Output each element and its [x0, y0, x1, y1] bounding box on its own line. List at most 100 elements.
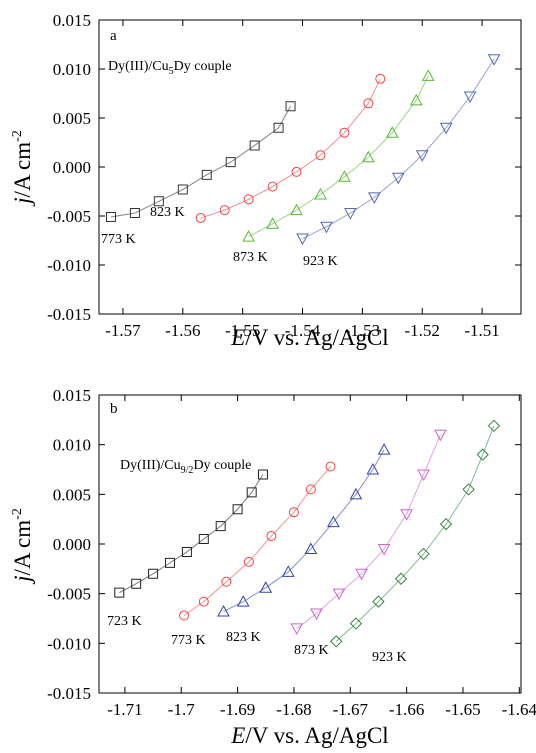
y-tick-label: 0.015	[53, 386, 91, 405]
point	[385, 126, 399, 138]
x-tick-label: -1.64	[502, 700, 536, 719]
point	[131, 578, 142, 589]
point	[243, 194, 254, 205]
point	[368, 192, 381, 204]
x-tick-label: -1.65	[445, 700, 480, 719]
point	[219, 205, 230, 216]
point	[153, 196, 164, 207]
point	[339, 127, 350, 138]
series-line	[110, 105, 291, 218]
x-label-text: /V vs. Ag/AgCl	[245, 723, 388, 748]
y-tick-label: 0.000	[53, 158, 91, 177]
y-tick-label: 0.010	[53, 436, 91, 455]
point	[329, 635, 343, 648]
point	[236, 595, 250, 607]
point	[198, 534, 209, 545]
point	[129, 208, 140, 219]
point	[462, 483, 475, 496]
point	[310, 608, 323, 621]
point	[366, 462, 380, 475]
point	[221, 576, 232, 587]
y-tick-label: -0.015	[47, 684, 91, 703]
point	[225, 157, 236, 168]
series-label: 823 K	[226, 630, 261, 645]
series-line	[119, 474, 264, 594]
point	[409, 93, 423, 106]
point	[232, 504, 243, 515]
x-label-var: E	[230, 723, 245, 748]
point	[315, 150, 326, 161]
y-label-text: /A cm	[10, 520, 35, 576]
subtitle-part: Dy couple	[193, 458, 251, 473]
point	[325, 461, 336, 472]
x-tick-label: -1.52	[405, 321, 440, 340]
point	[338, 170, 351, 182]
series-label: 823 K	[150, 205, 185, 220]
y-tick-label: 0.000	[53, 535, 91, 554]
point	[332, 588, 346, 601]
point	[349, 617, 363, 630]
series-line	[200, 78, 381, 219]
series-label: 873 K	[294, 643, 329, 658]
point	[434, 429, 447, 442]
x-tick-label: -1.68	[276, 700, 311, 719]
point	[320, 221, 333, 234]
x-label-var: E	[230, 325, 245, 350]
point	[195, 212, 206, 223]
series-label: 773 K	[101, 232, 136, 247]
point	[372, 595, 385, 608]
series-label: 723 K	[107, 614, 142, 629]
point	[243, 556, 254, 567]
x-tick-label: -1.7	[168, 700, 195, 719]
point	[164, 557, 175, 568]
point	[400, 509, 413, 521]
point	[105, 211, 116, 222]
point	[344, 208, 357, 220]
series-line	[302, 58, 495, 239]
point	[267, 181, 278, 192]
point	[487, 54, 501, 66]
point	[288, 507, 299, 518]
point	[439, 517, 453, 531]
point	[417, 469, 430, 482]
point	[217, 605, 230, 617]
subtitle: Dy(III)/Cu9/2Dy couple	[120, 458, 251, 476]
x-tick-label: -1.55	[225, 321, 260, 340]
point	[305, 484, 316, 495]
point	[487, 419, 501, 433]
point	[259, 581, 273, 593]
point	[463, 91, 477, 103]
subtitle-part: Dy(III)/Cu	[108, 59, 169, 74]
subtitle: Dy(III)/Cu5Dy couple	[108, 59, 232, 77]
point	[181, 546, 192, 557]
point	[249, 140, 260, 151]
point	[415, 150, 429, 162]
point	[377, 443, 391, 455]
point	[201, 169, 212, 180]
point	[198, 596, 209, 607]
series-line	[296, 434, 441, 629]
y-axis-label: j/A cm-2	[10, 508, 35, 585]
point	[114, 587, 125, 598]
series-label: 923 K	[372, 650, 407, 665]
point	[375, 73, 386, 84]
y-tick-label: 0.005	[53, 485, 91, 504]
series-line	[248, 75, 429, 238]
x-tick-label: -1.67	[333, 700, 369, 719]
point	[394, 572, 408, 585]
y-tick-label: 0.005	[53, 109, 91, 128]
point	[391, 172, 405, 185]
point	[273, 122, 284, 133]
subtitle-part: Dy(III)/Cu	[120, 458, 181, 473]
point	[177, 184, 188, 195]
x-tick-label: -1.56	[165, 321, 200, 340]
series-label: 923 K	[303, 254, 338, 269]
x-tick-label: -1.66	[389, 700, 424, 719]
y-tick-label: 0.015	[53, 11, 91, 30]
y-label-sup: -2	[10, 508, 25, 520]
panel-letter: b	[110, 401, 118, 417]
subtitle-sub: 9/2	[181, 465, 194, 476]
y-tick-label: 0.010	[53, 60, 91, 79]
point	[355, 568, 368, 581]
